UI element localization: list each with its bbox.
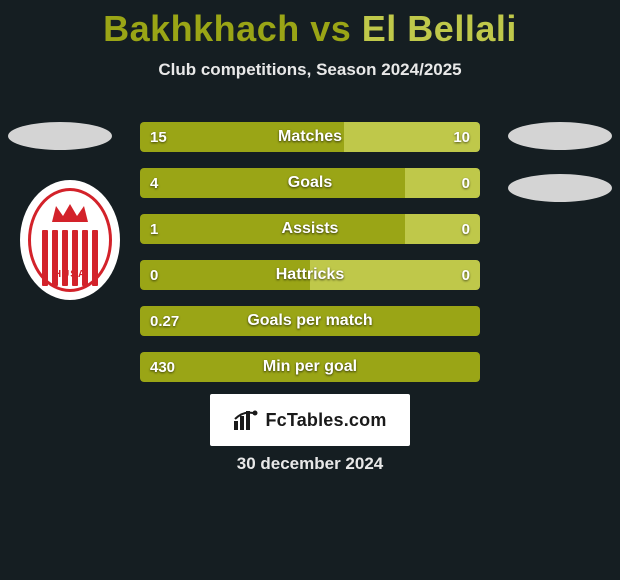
- bar-left-value: 430: [140, 352, 185, 382]
- fctables-logo-icon: [233, 409, 259, 431]
- bar-left-value: 0: [140, 260, 168, 290]
- bar-right-value: 10: [443, 122, 480, 152]
- bar-left-value: 15: [140, 122, 177, 152]
- bar-left-fill: [140, 168, 405, 198]
- page-date: 30 december 2024: [0, 454, 620, 474]
- club-badge-text: HUSA: [20, 269, 120, 280]
- club-badge-a: HUSA: [20, 180, 120, 300]
- player-b-avatar-placeholder-2: [508, 174, 612, 202]
- fctables-badge[interactable]: FcTables.com: [210, 394, 410, 446]
- bar-row: 0.27Goals per match: [140, 306, 480, 336]
- player-b-avatar-placeholder-1: [508, 122, 612, 150]
- comparison-bars: 1510Matches40Goals10Assists00Hattricks0.…: [140, 122, 480, 398]
- bar-left-value: 1: [140, 214, 168, 244]
- bar-left-fill: [140, 306, 480, 336]
- bar-left-value: 0.27: [140, 306, 189, 336]
- bar-left-fill: [140, 214, 405, 244]
- bar-right-value: 0: [452, 260, 480, 290]
- bar-row: 40Goals: [140, 168, 480, 198]
- bar-row: 430Min per goal: [140, 352, 480, 382]
- bar-left-fill: [140, 352, 480, 382]
- player-a-avatar-placeholder: [8, 122, 112, 150]
- bar-row: 00Hattricks: [140, 260, 480, 290]
- title-vs: vs: [310, 8, 351, 49]
- crown-icon: [50, 202, 90, 224]
- club-badge-circle: HUSA: [20, 180, 120, 300]
- bar-left-value: 4: [140, 168, 168, 198]
- bar-right-value: 0: [452, 214, 480, 244]
- bar-right-value: 0: [452, 168, 480, 198]
- title-player-b: El Bellali: [362, 8, 517, 49]
- subtitle: Club competitions, Season 2024/2025: [0, 60, 620, 80]
- title-player-a: Bakhkhach: [103, 8, 300, 49]
- fctables-brand-text: FcTables.com: [265, 410, 386, 431]
- bar-row: 10Assists: [140, 214, 480, 244]
- bar-row: 1510Matches: [140, 122, 480, 152]
- page-title: Bakhkhach vs El Bellali: [0, 0, 620, 50]
